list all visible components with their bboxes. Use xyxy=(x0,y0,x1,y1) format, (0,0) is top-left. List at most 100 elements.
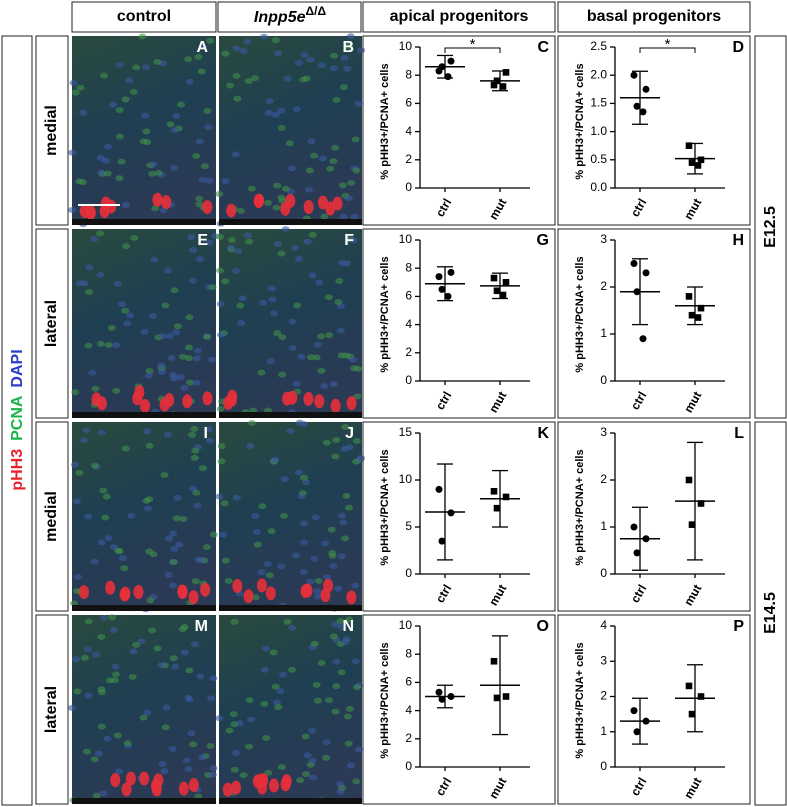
mitotic-cell xyxy=(317,195,328,210)
nucleus xyxy=(85,289,94,296)
data-point xyxy=(630,71,638,79)
nucleus xyxy=(226,82,235,89)
nucleus xyxy=(190,454,199,461)
nucleus xyxy=(225,727,234,734)
nucleus xyxy=(245,743,254,750)
nucleus xyxy=(209,675,218,682)
nucleus xyxy=(123,740,132,747)
nucleus xyxy=(230,721,239,728)
nucleus xyxy=(339,213,348,220)
nucleus xyxy=(306,354,315,361)
nucleus xyxy=(149,161,158,168)
nucleus xyxy=(207,695,216,702)
nucleus xyxy=(245,238,254,245)
panel-letter: C xyxy=(537,39,549,56)
nucleus xyxy=(350,213,359,220)
nucleus xyxy=(233,95,242,102)
mitotic-cell xyxy=(159,397,170,412)
panel-letter: B xyxy=(342,39,354,56)
nucleus xyxy=(292,106,301,113)
nucleus xyxy=(283,618,292,625)
nucleus xyxy=(109,627,118,634)
nucleus xyxy=(216,406,225,413)
nucleus xyxy=(141,112,150,119)
nucleus xyxy=(108,614,117,621)
nucleus xyxy=(288,165,297,172)
nucleus xyxy=(288,344,297,351)
data-point xyxy=(630,707,638,715)
nucleus xyxy=(79,109,88,116)
nucleus xyxy=(184,694,193,701)
nucleus xyxy=(355,746,364,753)
y-tick-label: 1.0 xyxy=(590,124,607,138)
nucleus xyxy=(215,715,224,722)
mitotic-cell xyxy=(85,205,96,220)
nucleus xyxy=(323,574,332,581)
nucleus xyxy=(264,407,273,414)
nucleus xyxy=(329,562,338,569)
nucleus xyxy=(305,167,314,174)
nucleus xyxy=(247,716,256,723)
row-label: lateral xyxy=(43,300,60,347)
nucleus xyxy=(184,56,193,63)
nucleus xyxy=(292,380,301,387)
nucleus xyxy=(336,327,345,334)
nucleus xyxy=(271,683,280,690)
nucleus xyxy=(232,749,241,756)
x-tick-label: ctrl xyxy=(433,582,454,605)
header-box xyxy=(362,1,556,33)
nucleus xyxy=(140,328,149,335)
chart-box xyxy=(362,614,556,805)
y-axis-label: % pHH3+/PCNA+ cells xyxy=(574,449,586,565)
panel-letter: F xyxy=(344,232,354,249)
nucleus xyxy=(287,666,296,673)
mitotic-cell xyxy=(323,578,334,593)
nucleus xyxy=(168,582,177,589)
nucleus xyxy=(238,295,247,302)
data-point xyxy=(685,682,693,690)
nucleus xyxy=(83,646,92,653)
nucleus xyxy=(82,427,91,434)
y-tick-label: 0 xyxy=(405,180,412,194)
x-tick-label: mut xyxy=(681,196,704,222)
data-point xyxy=(697,693,705,700)
x-tick-label: ctrl xyxy=(628,389,649,412)
nucleus xyxy=(265,98,274,105)
nucleus xyxy=(185,78,194,85)
nucleus xyxy=(208,284,217,291)
stain-box xyxy=(1,35,33,806)
data-point xyxy=(697,304,705,312)
nucleus xyxy=(203,107,212,114)
data-point xyxy=(435,273,443,281)
nucleus xyxy=(321,540,330,547)
nucleus xyxy=(84,618,93,625)
y-tick-label: 8 xyxy=(405,646,412,660)
nucleus xyxy=(299,421,308,428)
nucleus xyxy=(357,47,366,54)
nucleus xyxy=(260,700,269,707)
nucleus xyxy=(215,493,224,500)
panel-letter: D xyxy=(732,39,744,56)
nucleus xyxy=(278,371,287,378)
nucleus xyxy=(143,505,152,512)
data-point xyxy=(633,728,641,736)
nucleus xyxy=(142,128,151,135)
nucleus xyxy=(153,645,162,652)
nucleus xyxy=(345,504,354,511)
nucleus xyxy=(172,329,181,336)
x-tick-label: ctrl xyxy=(433,389,454,412)
nucleus xyxy=(149,551,158,558)
nucleus xyxy=(184,344,193,351)
nucleus xyxy=(339,519,348,526)
nucleus xyxy=(305,186,314,193)
nucleus xyxy=(96,340,105,347)
nucleus xyxy=(338,512,347,519)
nucleus xyxy=(264,109,273,116)
data-point xyxy=(633,549,641,557)
data-point xyxy=(685,293,693,300)
nucleus xyxy=(278,671,287,678)
ventricle xyxy=(219,219,362,225)
nucleus xyxy=(205,177,214,184)
nucleus xyxy=(216,301,225,308)
nucleus xyxy=(328,552,337,559)
